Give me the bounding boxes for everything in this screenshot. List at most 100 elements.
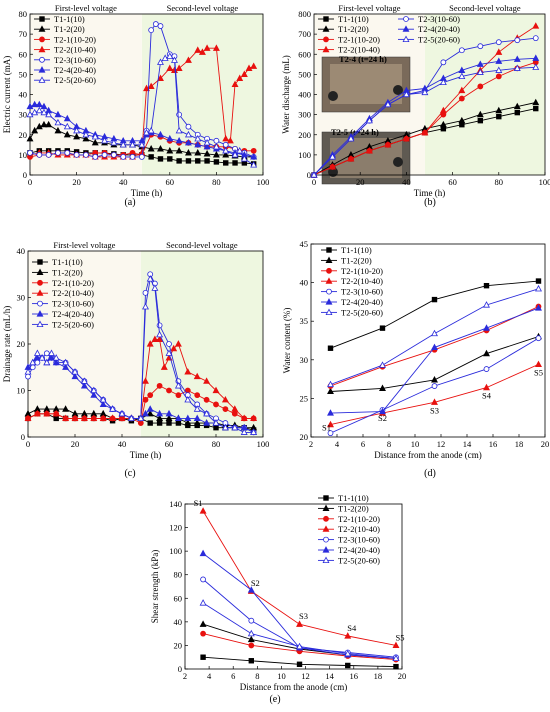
data-point xyxy=(52,358,60,366)
data-point xyxy=(167,156,173,162)
data-point xyxy=(175,392,182,399)
data-point xyxy=(170,344,178,352)
y-axis-label: Electric current (mA) xyxy=(2,56,12,133)
station-label: S5 xyxy=(395,632,404,642)
data-point xyxy=(36,151,43,158)
x-tick-label: 2 xyxy=(309,439,313,449)
x-tick-label: 60 xyxy=(165,439,174,449)
data-point xyxy=(495,39,502,46)
data-point xyxy=(157,144,164,152)
y-tick-label: 400 xyxy=(298,90,311,100)
data-point xyxy=(221,395,229,403)
legend-label: T2-3(10-60) xyxy=(341,287,383,297)
data-point xyxy=(344,649,352,657)
data-point xyxy=(175,126,183,134)
data-point xyxy=(222,134,230,142)
data-point xyxy=(212,142,220,150)
data-point xyxy=(483,324,490,331)
data-point xyxy=(203,419,211,426)
data-point xyxy=(198,48,206,55)
legend-marker xyxy=(39,36,45,43)
data-point xyxy=(161,54,169,61)
legend-label: T2-4(20-40) xyxy=(341,297,383,307)
data-point xyxy=(119,140,127,148)
data-point xyxy=(535,335,542,342)
data-point xyxy=(477,83,484,90)
x-tick-label: 6 xyxy=(231,671,235,681)
legend-marker xyxy=(402,35,410,42)
data-point xyxy=(200,654,206,660)
legend-label: T1-2(20) xyxy=(52,267,83,277)
y-axis-label: Water content (%) xyxy=(282,308,292,374)
y-tick-label: 300 xyxy=(298,110,311,120)
data-point xyxy=(40,108,48,116)
legend-marker xyxy=(38,45,46,53)
data-point xyxy=(347,155,355,162)
data-point xyxy=(80,382,88,389)
x-tick-label: 20 xyxy=(398,671,407,681)
data-point xyxy=(483,366,490,372)
data-point xyxy=(379,325,386,331)
data-point xyxy=(431,398,438,405)
series-t2-2-10-40- xyxy=(327,360,542,428)
data-point xyxy=(231,423,239,431)
data-point xyxy=(166,341,172,347)
data-point xyxy=(52,409,60,417)
inset-photo-t2-4-soil xyxy=(330,64,402,104)
data-point xyxy=(148,154,154,160)
legend-label: T2-1(10-20) xyxy=(54,34,96,44)
x-axis-label: Distance from the anode (cm) xyxy=(240,682,347,692)
series-line xyxy=(330,363,539,426)
data-point xyxy=(63,122,71,130)
data-point xyxy=(329,153,336,160)
legend-marker xyxy=(38,66,46,73)
plot-frame xyxy=(310,243,546,438)
data-point xyxy=(232,160,238,166)
data-point xyxy=(250,428,258,435)
data-point xyxy=(477,43,484,50)
legend-marker xyxy=(36,268,44,276)
x-tick-label: 16 xyxy=(489,439,498,449)
series-t1-1-10- xyxy=(200,654,399,670)
data-point xyxy=(109,414,117,422)
y-tick-label: 500 xyxy=(298,69,311,79)
data-point xyxy=(222,151,230,158)
data-point xyxy=(156,409,164,417)
x-tick-label: 0 xyxy=(26,439,30,449)
legend: T1-1(10)T1-2(20)T2-1(10-20)T2-2(10-40) T2… xyxy=(318,14,460,55)
y-tick-label: 80 xyxy=(174,570,183,580)
x-tick-label: 40 xyxy=(119,177,128,187)
y-axis-label: Drainage rate (mL/h) xyxy=(2,306,12,382)
data-point xyxy=(222,406,229,413)
data-point xyxy=(26,102,34,110)
data-point xyxy=(200,630,206,637)
data-point xyxy=(458,116,466,124)
data-point xyxy=(213,137,220,144)
data-point xyxy=(240,428,248,435)
x-tick-label: 0 xyxy=(28,177,32,187)
legend-marker xyxy=(322,546,330,553)
data-point xyxy=(184,419,192,426)
data-point xyxy=(458,47,465,54)
data-point xyxy=(184,368,192,375)
data-point xyxy=(458,95,465,102)
data-point xyxy=(248,642,255,649)
data-point xyxy=(101,136,109,144)
legend-marker xyxy=(36,320,44,328)
station-label: S4 xyxy=(482,391,492,401)
station-label: S4 xyxy=(347,623,357,633)
y-tick-label: 140 xyxy=(169,499,182,509)
station-label: S1 xyxy=(194,498,203,508)
data-point xyxy=(402,90,410,98)
data-point xyxy=(247,629,255,637)
data-point xyxy=(204,158,210,164)
data-point xyxy=(175,64,183,71)
data-point xyxy=(62,414,70,422)
data-point xyxy=(38,354,46,361)
data-point xyxy=(532,35,539,42)
data-point xyxy=(157,74,164,81)
x-tick-label: 20 xyxy=(72,177,81,187)
data-point xyxy=(118,414,126,422)
data-point xyxy=(327,420,334,428)
data-point xyxy=(80,414,88,422)
